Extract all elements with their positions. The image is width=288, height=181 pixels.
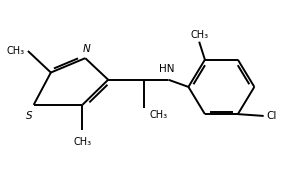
Text: CH₃: CH₃ <box>190 30 208 40</box>
Text: Cl: Cl <box>266 111 277 121</box>
Text: CH₃: CH₃ <box>7 46 25 56</box>
Text: S: S <box>26 111 33 121</box>
Text: N: N <box>83 44 90 54</box>
Text: CH₃: CH₃ <box>150 110 168 120</box>
Text: HN: HN <box>159 64 175 74</box>
Text: CH₃: CH₃ <box>73 137 92 147</box>
